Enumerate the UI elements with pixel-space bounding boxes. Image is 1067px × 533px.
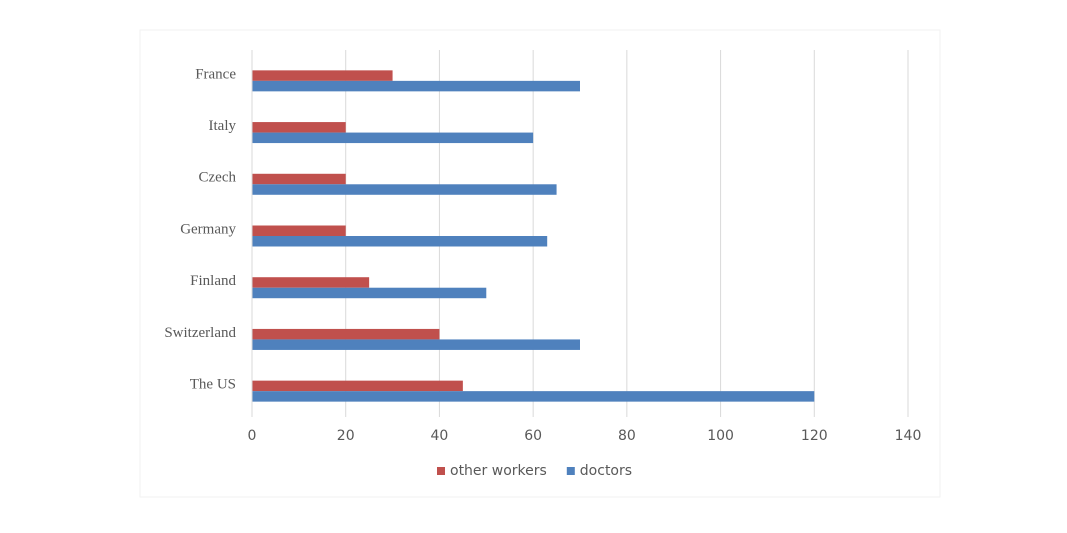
y-tick-label: France — [195, 66, 236, 82]
bar — [252, 380, 463, 392]
legend-swatch — [566, 467, 575, 475]
bar — [252, 391, 815, 402]
y-tick-label: Germany — [180, 221, 236, 237]
x-tick-label: 140 — [895, 428, 922, 444]
bar — [252, 236, 548, 247]
y-tick-label: The US — [190, 377, 236, 393]
bar — [252, 339, 580, 350]
x-tick-label: 100 — [707, 428, 734, 444]
y-tick-label: Switzerland — [164, 325, 236, 341]
y-tick-label: Czech — [199, 170, 237, 186]
x-tick-label: 40 — [431, 428, 449, 444]
bar — [252, 184, 557, 195]
x-tick-label: 60 — [524, 428, 542, 444]
x-tick-label: 120 — [801, 428, 828, 444]
legend-label: doctors — [580, 463, 632, 479]
y-tick-label: Finland — [190, 273, 236, 289]
bar — [252, 328, 440, 340]
x-tick-label: 20 — [337, 428, 355, 444]
chart-frame — [139, 29, 941, 498]
bar — [252, 277, 370, 288]
legend-swatch — [437, 467, 445, 475]
bar — [252, 287, 487, 299]
bar — [252, 80, 580, 92]
bar — [252, 225, 346, 236]
x-tick-label: 0 — [248, 428, 257, 444]
bar — [252, 122, 346, 133]
y-tick-label: Italy — [209, 118, 237, 134]
bar — [252, 132, 534, 144]
legend-label: other workers — [450, 463, 547, 479]
bar — [252, 70, 393, 81]
bar — [252, 173, 346, 185]
x-tick-label: 80 — [618, 428, 636, 444]
